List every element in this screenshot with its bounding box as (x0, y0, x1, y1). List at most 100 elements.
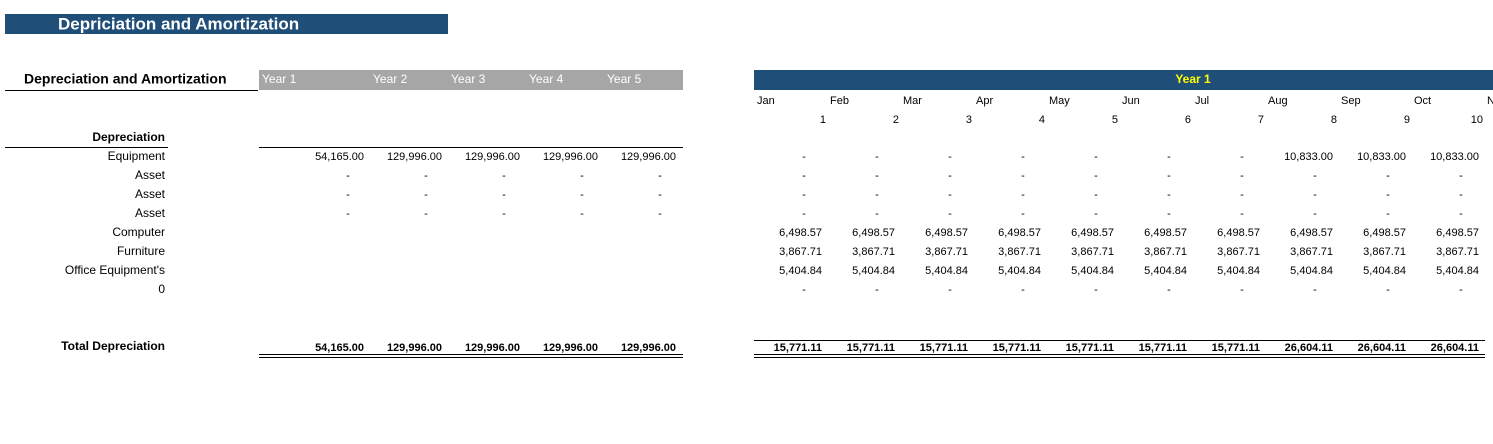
total-value: 129,996.00 (387, 342, 442, 354)
period-number: 3 (966, 114, 972, 126)
row-label: Equipment (108, 149, 166, 163)
cell-value: - (1459, 284, 1463, 296)
cell-value: 5,404.84 (1363, 265, 1406, 277)
cell-value: - (1386, 170, 1390, 182)
row-label: Computer (112, 225, 165, 239)
cell-value: - (875, 189, 879, 201)
cell-value: - (948, 189, 952, 201)
period-number: 8 (1331, 114, 1337, 126)
cell-value: - (1459, 189, 1463, 201)
cell-value: - (346, 170, 350, 182)
section-label: Depreciation (92, 130, 165, 144)
cell-value: 5,404.84 (998, 265, 1041, 277)
cell-value: 6,498.57 (1363, 227, 1406, 239)
year-header: Year 4 (529, 72, 564, 86)
monthly-header-bar (754, 70, 1493, 90)
cell-value: - (1313, 170, 1317, 182)
year-header: Year 1 (262, 72, 297, 86)
cell-value: 6,498.57 (998, 227, 1041, 239)
cell-value: - (948, 151, 952, 163)
cell-value: - (424, 170, 428, 182)
month-label: May (1049, 95, 1070, 107)
cell-value: - (802, 284, 806, 296)
total-value: 129,996.00 (621, 342, 676, 354)
month-label: Jan (757, 95, 775, 107)
cell-value: - (580, 208, 584, 220)
month-label: Oct (1414, 95, 1431, 107)
cell-value: - (1459, 170, 1463, 182)
cell-value: 6,498.57 (779, 227, 822, 239)
row-label: Asset (135, 206, 166, 220)
total-value: 26,604.11 (1358, 342, 1406, 354)
row-label: 0 (158, 282, 165, 296)
cell-value: - (1021, 151, 1025, 163)
cell-value: - (346, 208, 350, 220)
sheet-title: Depriciation and Amortization (58, 14, 299, 33)
row-label: Office Equipment's (65, 263, 165, 277)
cell-value: 10,833.00 (1430, 151, 1479, 163)
cell-value: - (658, 208, 662, 220)
row-label: Asset (135, 168, 166, 182)
cell-value: 3,867.71 (779, 246, 822, 258)
cell-value: 129,996.00 (465, 151, 520, 163)
cell-value: 3,867.71 (1290, 246, 1333, 258)
cell-value: - (948, 170, 952, 182)
month-label: N (1487, 95, 1493, 107)
year-header: Year 2 (373, 72, 408, 86)
total-value: 15,771.11 (1066, 342, 1114, 354)
cell-value: 5,404.84 (1217, 265, 1260, 277)
cell-value: - (1240, 284, 1244, 296)
cell-value: 5,404.84 (1436, 265, 1479, 277)
total-value: 15,771.11 (920, 342, 968, 354)
cell-value: 129,996.00 (621, 151, 676, 163)
cell-value: - (1094, 189, 1098, 201)
cell-value: - (1094, 151, 1098, 163)
cell-value: 6,498.57 (1071, 227, 1114, 239)
cell-value: 3,867.71 (1144, 246, 1187, 258)
cell-value: - (802, 151, 806, 163)
monthly-heading: Year 1 (1175, 72, 1211, 86)
period-number: 7 (1258, 114, 1264, 126)
cell-value: 3,867.71 (1363, 246, 1406, 258)
month-label: Jun (1122, 95, 1140, 107)
total-value: 15,771.11 (1139, 342, 1187, 354)
year-header: Year 5 (607, 72, 642, 86)
month-label: Jul (1195, 95, 1209, 107)
cell-value: - (1021, 189, 1025, 201)
cell-value: 6,498.57 (852, 227, 895, 239)
cell-value: - (502, 208, 506, 220)
cell-value: - (1167, 170, 1171, 182)
cell-value: - (1313, 189, 1317, 201)
cell-value: 10,833.00 (1284, 151, 1333, 163)
summary-heading: Depreciation and Amortization (24, 71, 227, 87)
total-value: 15,771.11 (847, 342, 895, 354)
cell-value: - (948, 284, 952, 296)
cell-value: - (1240, 170, 1244, 182)
cell-value: 3,867.71 (1217, 246, 1260, 258)
cell-value: - (1240, 208, 1244, 220)
cell-value: - (1094, 208, 1098, 220)
period-number: 2 (893, 114, 899, 126)
cell-value: 6,498.57 (1217, 227, 1260, 239)
row-label: Asset (135, 187, 166, 201)
cell-value: - (1094, 170, 1098, 182)
cell-value: - (802, 170, 806, 182)
period-number: 9 (1404, 114, 1410, 126)
cell-value: - (1167, 284, 1171, 296)
year-header: Year 3 (451, 72, 486, 86)
cell-value: - (1240, 151, 1244, 163)
cell-value: 129,996.00 (387, 151, 442, 163)
cell-value: - (875, 208, 879, 220)
cell-value: - (1021, 284, 1025, 296)
cell-value: 129,996.00 (543, 151, 598, 163)
cell-value: - (580, 189, 584, 201)
row-label: Furniture (117, 244, 165, 258)
cell-value: - (802, 189, 806, 201)
cell-value: 3,867.71 (1071, 246, 1114, 258)
cell-value: - (1386, 189, 1390, 201)
cell-value: - (1021, 208, 1025, 220)
month-label: Aug (1268, 95, 1288, 107)
title-bar (5, 14, 448, 34)
total-value: 54,165.00 (315, 342, 364, 354)
